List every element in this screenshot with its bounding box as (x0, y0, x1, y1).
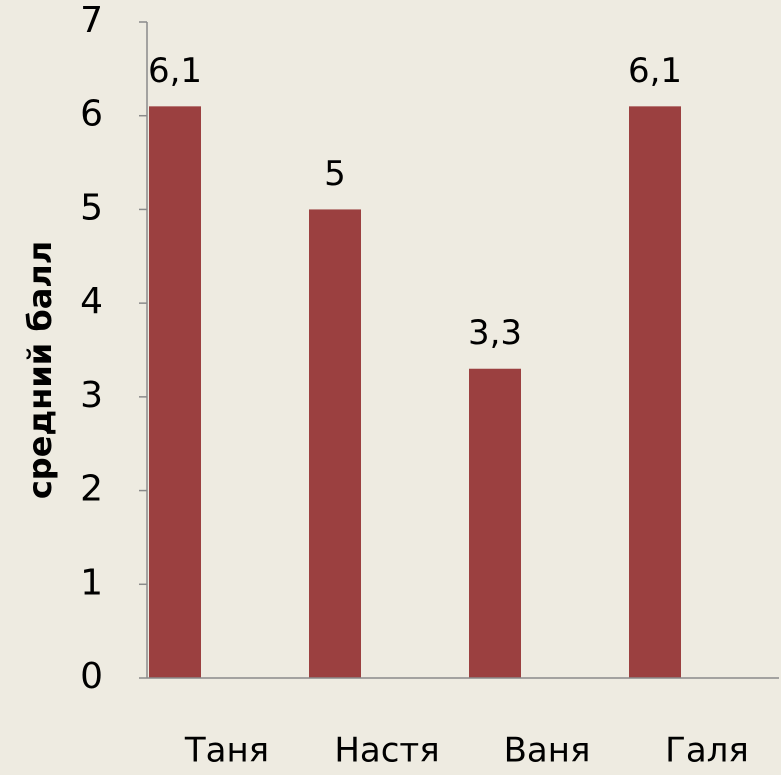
x-tick-label: Настя (334, 731, 439, 771)
value-label: 6,1 (628, 51, 682, 91)
bar (629, 106, 681, 679)
value-label: 3,3 (468, 313, 522, 353)
y-tick-label: 5 (80, 187, 103, 228)
y-axis-label: средний балл (21, 241, 59, 499)
x-tick-label: Ваня (504, 731, 591, 771)
y-tick-label: 0 (80, 656, 103, 697)
x-tick-label: Таня (184, 731, 269, 771)
value-label: 5 (324, 154, 346, 194)
bar (469, 368, 521, 678)
y-tick-label: 2 (80, 469, 103, 510)
value-label: 6,1 (148, 51, 202, 91)
y-tick-label: 4 (80, 281, 103, 322)
y-tick-label: 3 (80, 375, 103, 416)
bar (149, 106, 201, 679)
y-tick-label: 6 (80, 94, 103, 135)
y-tick-label: 7 (80, 0, 103, 41)
bar (309, 209, 361, 678)
x-tick-label: Галя (665, 731, 749, 771)
y-tick-label: 1 (80, 562, 103, 603)
